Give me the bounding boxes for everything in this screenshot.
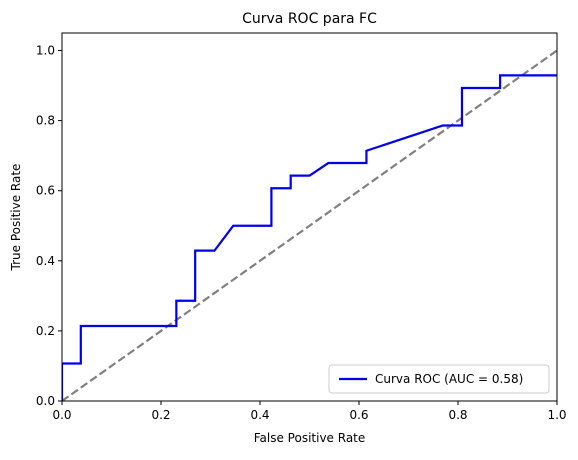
series-line-chance — [62, 49, 557, 401]
series-group — [62, 49, 557, 401]
x-tick-label: 0.6 — [349, 408, 368, 422]
y-axis-label: True Positive Rate — [9, 164, 23, 272]
plot-frame — [61, 32, 558, 402]
y-tick-label: 0.2 — [36, 324, 55, 338]
legend-box — [328, 364, 550, 394]
x-tick-label: 1.0 — [547, 408, 566, 422]
x-tick-label: 0.0 — [52, 408, 71, 422]
legend: Curva ROC (AUC = 0.58) — [328, 364, 550, 394]
y-tick-label: 0.4 — [36, 254, 55, 268]
y-tick-label: 0.8 — [36, 114, 55, 128]
x-tick-label: 0.2 — [151, 408, 170, 422]
x-axis-label: False Positive Rate — [254, 431, 366, 445]
legend-label-roc: Curva ROC (AUC = 0.58) — [375, 372, 523, 386]
series-line-roc — [62, 74, 557, 401]
x-tick-label: 0.4 — [250, 408, 269, 422]
chart-title: Curva ROC para FC — [242, 11, 377, 27]
x-tick-label: 0.8 — [448, 408, 467, 422]
y-tick-label: 0.0 — [36, 394, 55, 408]
plot-area: 0.0 0.2 0.4 0.6 0.8 1.0 0.0 0.2 0.4 0.6 0.8 1.0 — [36, 32, 567, 422]
y-tick-label: 0.6 — [36, 184, 55, 198]
y-tick-label: 1.0 — [36, 44, 55, 58]
